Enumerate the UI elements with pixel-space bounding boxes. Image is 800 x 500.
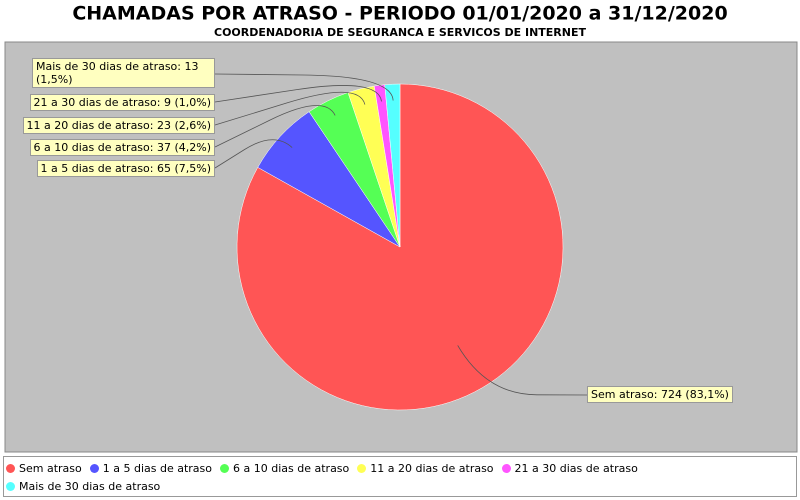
- chart-subtitle: COORDENADORIA DE SEGURANCA E SERVICOS DE…: [214, 26, 586, 39]
- legend-item: Mais de 30 dias de atraso: [6, 477, 160, 495]
- pie-slice: [236, 83, 564, 411]
- legend-label: Sem atraso: [19, 461, 82, 475]
- legend-marker: [6, 481, 15, 491]
- legend-label: 21 a 30 dias de atraso: [514, 461, 638, 475]
- legend-item: 1 a 5 dias de atraso: [89, 459, 213, 477]
- legend-marker: [89, 463, 99, 473]
- legend-marker: [6, 463, 15, 473]
- legend-item: 21 a 30 dias de atraso: [501, 459, 638, 477]
- chart-title: CHAMADAS POR ATRASO - PERIODO 01/01/2020…: [72, 3, 727, 25]
- label-link: [214, 139, 293, 169]
- data-label: Sem atraso: 724 (83,1%): [587, 386, 733, 403]
- legend-item: 6 a 10 dias de atraso: [220, 459, 349, 477]
- label-link: [214, 73, 394, 101]
- legend-label: 11 a 20 dias de atraso: [370, 461, 494, 475]
- legend-marker: [357, 463, 367, 473]
- legend-label: 6 a 10 dias de atraso: [233, 461, 350, 475]
- legend-marker: [220, 463, 230, 473]
- label-link: [214, 105, 336, 148]
- data-label: 1 a 5 dias de atraso: 65 (7,5%): [36, 160, 215, 177]
- legend-item: 11 a 20 dias de atraso: [357, 459, 494, 477]
- data-label: Mais de 30 dias de atraso: 13 (1,5%): [32, 58, 215, 88]
- data-label: 21 a 30 dias de atraso: 9 (1,0%): [29, 94, 215, 111]
- label-link: [214, 91, 366, 126]
- data-label: 11 a 20 dias de atraso: 23 (2,6%): [22, 117, 215, 134]
- legend-item: Sem atraso: [6, 459, 82, 477]
- data-label: 6 a 10 dias de atraso: 37 (4,2%): [29, 139, 215, 156]
- legend-label: Mais de 30 dias de atraso: [19, 479, 161, 493]
- label-link: [457, 345, 588, 396]
- label-link: [214, 85, 382, 103]
- legend: Sem atraso 1 a 5 dias de atraso 6 a 10 dia…: [3, 456, 797, 497]
- pie-slice: [384, 83, 401, 248]
- legend-marker: [501, 463, 511, 473]
- legend-label: 1 a 5 dias de atraso: [102, 461, 213, 475]
